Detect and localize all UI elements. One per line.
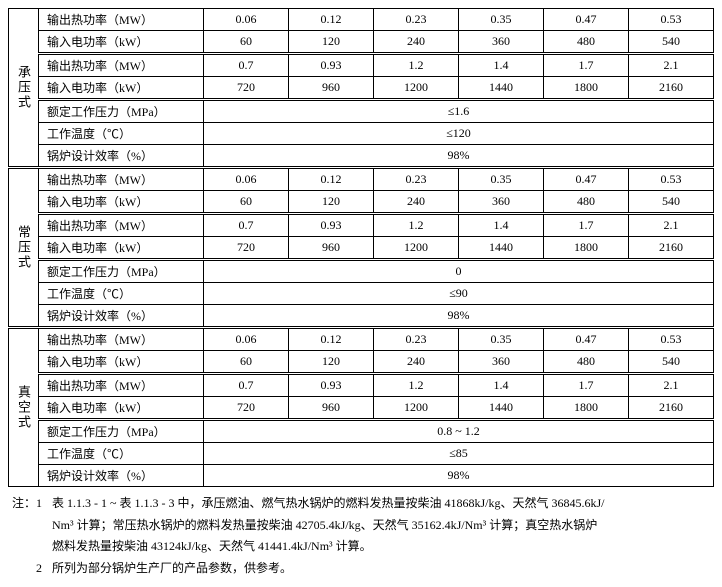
row-label: 输出热功率（MW） [39,168,204,191]
note-tag: 注： [12,493,36,515]
note1-line2: Nm³ 计算；常压热水锅炉的燃料发热量按柴油 42705.4kJ/kg、天然气 … [52,515,597,537]
section-header: 常压式 [9,168,39,328]
row-label: 输出热功率（MW） [39,9,204,31]
section-header: 承压式 [9,9,39,168]
note1-line3: 燃料发热量按柴油 43124kJ/kg、天然气 41441.4kJ/Nm³ 计算… [52,536,372,558]
note1-line1: 表 1.1.3 - 1 ~ 表 1.1.3 - 3 中，承压燃油、燃气热水锅炉的… [52,493,605,515]
note-num2: 2 [36,558,52,580]
footnote: 注： 1 表 1.1.3 - 1 ~ 表 1.1.3 - 3 中，承压燃油、燃气… [8,493,714,579]
section-header: 真空式 [9,328,39,487]
note2: 所列为部分锅炉生产厂的产品参数，供参考。 [52,558,292,580]
row-label: 输出热功率（MW） [39,328,204,351]
spec-table: 承压式输出热功率（MW）0.060.120.230.350.470.53输入电功… [8,8,714,487]
note-num1: 1 [36,493,52,515]
